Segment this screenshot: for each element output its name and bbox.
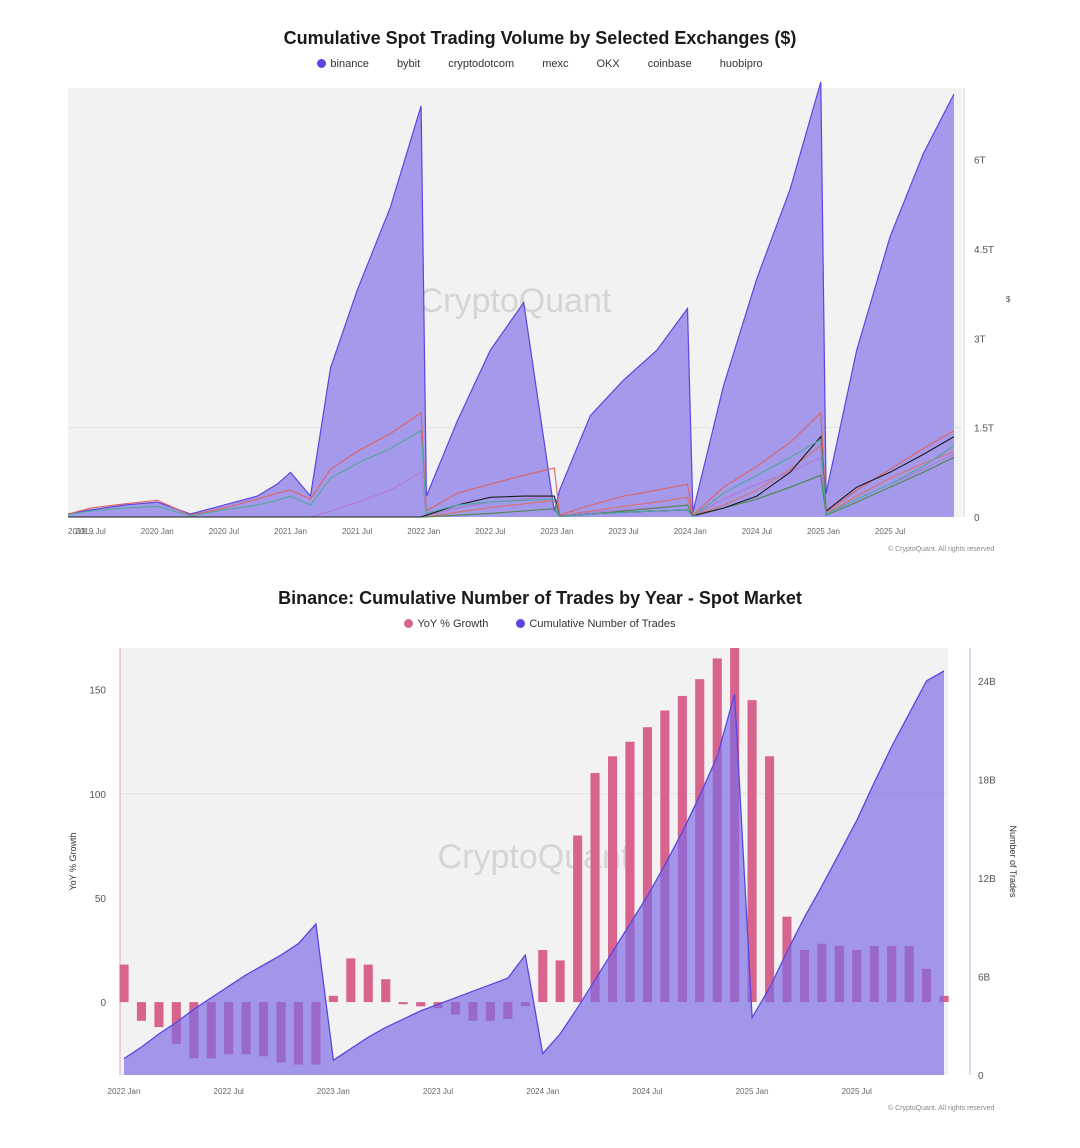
series-line-huobipro: [67, 429, 955, 518]
x-tick-label: 2025 Jan: [736, 1087, 769, 1096]
bar-yoy-growth: [398, 1002, 408, 1005]
series-line-binance: [67, 81, 955, 515]
x-tick-label: 2022 Jul: [214, 1087, 244, 1096]
x-tick-label: 2023 Jul: [608, 527, 638, 536]
legend-item-0[interactable]: YoY % Growth: [404, 618, 488, 630]
legend-label: coinbase: [647, 58, 692, 70]
bar-yoy-growth: [608, 756, 618, 1003]
x-tick-label: 2024 Jul: [632, 1087, 662, 1096]
x-tick-label: 2024 Jan: [526, 1087, 559, 1096]
legend-item-4[interactable]: OKX: [597, 58, 620, 70]
x-tick-label: 2022 Jul: [475, 527, 505, 536]
legend-item-0[interactable]: binance: [317, 58, 369, 70]
bar-yoy-growth: [939, 995, 949, 1002]
bar-yoy-growth: [642, 727, 652, 1003]
bar-yoy-growth: [555, 960, 565, 1003]
chart1-legend: binance bybit cryptodotcom mexc OKX coinbase h…: [0, 58, 1080, 70]
legend-label: Cumulative Number of Trades: [529, 618, 676, 630]
watermark: CryptoQuant: [438, 838, 631, 876]
y-right-axis-label: Number of Trades: [1008, 825, 1018, 898]
x-tick-label: 2023 Jul: [423, 1087, 453, 1096]
y-tick-label: 1.5T: [974, 424, 994, 435]
y-right-tick-label: 12B: [978, 874, 996, 885]
legend-item-3[interactable]: mexc: [542, 58, 568, 70]
x-tick-label: 2023 Jan: [541, 527, 574, 536]
bar-yoy-growth: [154, 1002, 164, 1028]
y-tick-label: 4.5T: [974, 245, 994, 256]
legend-dot-icon: [516, 619, 526, 628]
series-line-cumulative-trades: [123, 670, 945, 1062]
bar-yoy-growth: [416, 1002, 426, 1007]
legend-label: binance: [330, 58, 369, 70]
x-tick-label: 2024 Jan: [674, 527, 707, 536]
bar-yoy-growth: [660, 710, 670, 1003]
x-tick-label: 2021 Jan: [274, 527, 307, 536]
bar-yoy-growth: [119, 964, 129, 1003]
x-tick-label: 2022 Jan: [108, 1087, 141, 1096]
x-tick-label: 2021 Jul: [342, 527, 372, 536]
x-tick-label: 2020 Jan: [141, 527, 174, 536]
legend-label: OKX: [596, 58, 620, 70]
bar-yoy-growth: [136, 1002, 146, 1021]
legend-item-6[interactable]: huobipro: [720, 58, 763, 70]
legend-item-1[interactable]: bybit: [397, 58, 420, 70]
bar-yoy-growth: [573, 835, 583, 1003]
legend-item-2[interactable]: cryptodotcom: [448, 58, 514, 70]
y-left-tick-label: 50: [95, 894, 107, 905]
x-tick-label: 2025 Jan: [807, 527, 840, 536]
y-left-tick-label: 150: [89, 686, 106, 697]
bar-yoy-growth: [328, 995, 338, 1002]
chart2-credit: © CryptoQuant. All rights reserved: [888, 1105, 995, 1112]
x-tick-label: 2023 Jan: [317, 1087, 350, 1096]
bar-yoy-growth: [381, 979, 391, 1003]
chart1-credit: © CryptoQuant. All rights reserved: [888, 546, 995, 553]
x-tick-label: 2019 ...: [68, 527, 95, 536]
y-tick-label: 0: [974, 513, 980, 524]
legend-dot-icon: [317, 59, 327, 68]
y-right-tick-label: 24B: [978, 677, 996, 688]
x-tick-label: 2020 Jul: [209, 527, 239, 536]
x-tick-label: 2025 Jul: [875, 527, 905, 536]
series-area-binance: [68, 82, 954, 517]
y-right-tick-label: 6B: [978, 972, 991, 983]
bar-yoy-growth: [363, 964, 373, 1003]
bar-yoy-growth: [346, 958, 356, 1003]
bar-yoy-growth: [625, 741, 635, 1003]
legend-item-5[interactable]: coinbase: [648, 58, 692, 70]
y-left-tick-label: 100: [89, 790, 106, 801]
legend-label: huobipro: [719, 58, 763, 70]
legend-label: bybit: [396, 58, 421, 70]
chart2-title: Binance: Cumulative Number of Trades by …: [278, 588, 802, 608]
y-tick-label: 6T: [974, 156, 986, 167]
legend-item-1[interactable]: Cumulative Number of Trades: [516, 618, 676, 630]
legend-label: mexc: [542, 58, 569, 70]
bar-yoy-growth: [747, 700, 757, 1003]
y-axis-label-mark: $: [1006, 295, 1011, 304]
x-tick-label: 2019 Jul: [76, 527, 106, 536]
series-line-OKX: [67, 411, 955, 517]
legend-label: cryptodotcom: [448, 58, 515, 70]
y-left-tick-label: 0: [100, 998, 106, 1009]
bar-yoy-growth: [538, 950, 548, 1003]
legend-dot-icon: [404, 619, 414, 628]
x-tick-label: 2024 Jul: [742, 527, 772, 536]
y-right-tick-label: 0: [978, 1071, 984, 1082]
y-right-tick-label: 18B: [978, 775, 996, 786]
y-tick-label: 3T: [974, 334, 986, 345]
legend-label: YoY % Growth: [417, 618, 489, 630]
x-tick-label: 2022 Jan: [407, 527, 440, 536]
y-left-axis-label: YoY % Growth: [68, 832, 78, 890]
bar-yoy-growth: [765, 756, 775, 1003]
chart2-plot: CryptoQuant 0 50 100 150 0 6B 12B 18B 24B YoY % Gr…: [68, 648, 1018, 1096]
bar-yoy-growth: [590, 773, 600, 1003]
series-area-cumulative-trades: [124, 671, 944, 1075]
x-tick-label: 2025 Jul: [842, 1087, 872, 1096]
chart1-title: Cumulative Spot Trading Volume by Select…: [283, 28, 797, 48]
chart2-legend: YoY % Growth Cumulative Number of Trades: [0, 618, 1080, 630]
series-line-coinbase: [68, 435, 955, 518]
